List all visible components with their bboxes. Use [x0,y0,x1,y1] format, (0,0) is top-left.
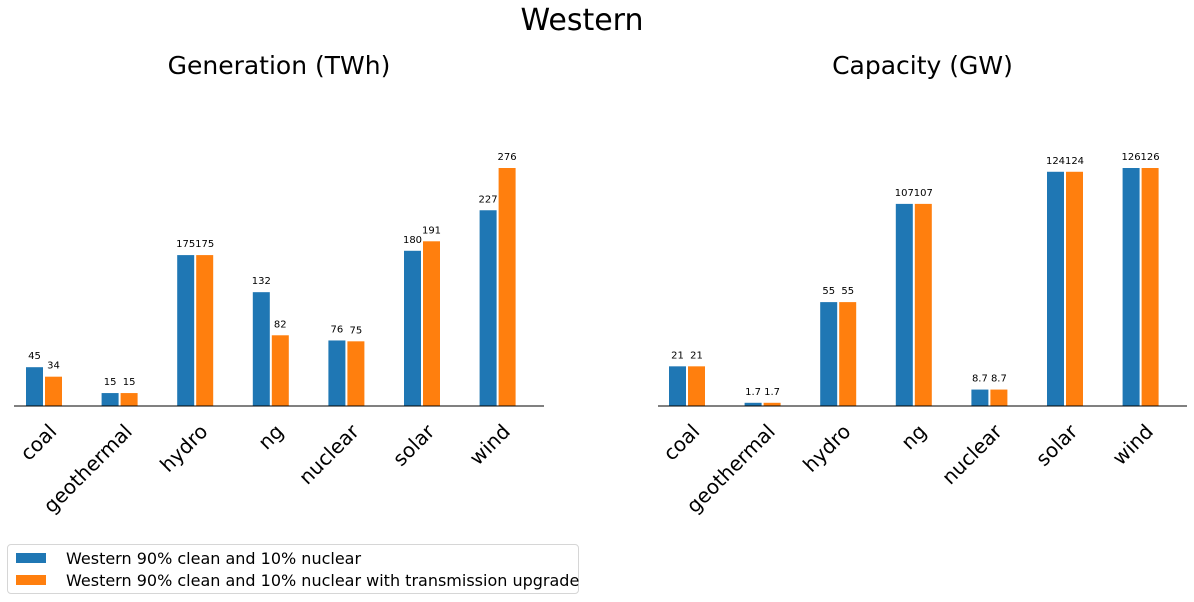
capacity-bar-solar-series-a [1047,171,1064,406]
capacity-bar-wind-series-b [1141,168,1159,406]
generation-value-label-geothermal-series-a: 15 [104,377,117,388]
generation-bar-hydro-series-a [177,255,195,406]
capacity-bar-ng-series-b [914,203,932,406]
generation-bar-geothermal-series-b [120,393,138,406]
legend-swatch-series-a [16,553,46,563]
generation-value-label-nuclear-series-a: 76 [331,324,344,335]
generation-value-label-solar-series-a: 180 [403,235,422,246]
capacity-value-label-geothermal-series-a: 1.7 [745,387,761,398]
capacity-bar-hydro-series-a [820,302,838,406]
generation-value-label-ng-series-a: 132 [252,276,271,287]
generation-tick-label-nuclear: nuclear [294,419,364,489]
generation-title: Generation (TWh) [168,51,391,80]
generation-bar-hydro-series-b [196,255,214,406]
generation-bar-nuclear-series-b [347,341,365,406]
capacity-value-label-hydro-series-a: 55 [822,286,835,297]
capacity-value-label-solar-series-b: 124 [1065,156,1084,167]
capacity-bar-coal-series-a [669,366,686,406]
generation-value-label-geothermal-series-b: 15 [123,377,136,388]
capacity-value-label-solar-series-a: 124 [1046,156,1065,167]
generation-value-label-wind-series-a: 227 [479,194,498,205]
capacity-tick-label-coal: coal [658,419,704,465]
generation-bar-wind-series-b [498,168,516,406]
legend-entry-series-b: Western 90% clean and 10% nuclear with t… [16,569,579,591]
capacity-bar-solar-series-b [1066,171,1083,406]
generation-value-label-solar-series-b: 191 [422,225,441,236]
capacity-value-label-wind-series-b: 126 [1141,152,1160,163]
capacity-bar-nuclear-series-a [971,389,989,406]
legend: Western 90% clean and 10% nuclear Wester… [7,544,579,594]
generation-bar-solar-series-b [423,241,440,406]
capacity-bar-wind-series-a [1122,168,1140,406]
generation-bar-solar-series-a [404,250,421,406]
capacity-value-label-nuclear-series-b: 8.7 [991,374,1007,385]
generation-value-label-coal-series-b: 34 [47,361,60,372]
capacity-value-label-coal-series-a: 21 [671,350,684,361]
generation-tick-label-ng: ng [253,419,288,454]
legend-entry-series-a: Western 90% clean and 10% nuclear [16,547,361,569]
generation-bar-geothermal-series-a [101,393,119,406]
capacity-bar-ng-series-a [895,203,913,406]
generation-tick-label-solar: solar [388,419,440,471]
legend-label-series-b: Western 90% clean and 10% nuclear with t… [66,570,580,590]
generation-bar-wind-series-a [479,210,497,406]
capacity-title: Capacity (GW) [832,51,1013,80]
generation-bar-coal-series-b [45,376,62,406]
capacity-bar-geothermal-series-b [763,402,781,406]
generation-bar-coal-series-a [26,367,43,406]
capacity-tick-label-solar: solar [1031,419,1083,471]
generation-bar-ng-series-a [252,292,270,406]
capacity-tick-label-nuclear: nuclear [937,419,1007,489]
generation-bar-ng-series-b [271,335,289,406]
generation-value-label-hydro-series-a: 175 [176,239,195,250]
capacity-tick-label-wind: wind [1107,419,1157,469]
capacity-tick-label-ng: ng [896,419,931,454]
figure-title: Western [520,3,643,38]
generation-value-label-coal-series-a: 45 [28,351,41,362]
capacity-value-label-nuclear-series-a: 8.7 [972,374,988,385]
capacity-value-label-ng-series-b: 107 [914,188,933,199]
capacity-value-label-coal-series-b: 21 [690,350,703,361]
generation-value-label-hydro-series-b: 175 [195,239,214,250]
generation-tick-label-hydro: hydro [155,419,212,476]
generation-value-label-nuclear-series-b: 75 [350,325,363,336]
legend-swatch-series-b [16,575,46,585]
generation-bar-nuclear-series-a [328,340,346,406]
legend-label-series-a: Western 90% clean and 10% nuclear [66,548,362,568]
generation-tick-label-coal: coal [15,419,61,465]
capacity-value-label-ng-series-a: 107 [895,188,914,199]
capacity-value-label-geothermal-series-b: 1.7 [764,387,780,398]
generation-value-label-ng-series-b: 82 [274,319,287,330]
generation-tick-label-wind: wind [464,419,514,469]
capacity-bar-coal-series-b [688,366,705,406]
capacity-value-label-wind-series-a: 126 [1122,152,1141,163]
generation-value-label-wind-series-b: 276 [498,152,517,163]
capacity-tick-label-hydro: hydro [798,419,855,476]
capacity-bar-hydro-series-b [839,302,857,406]
capacity-bar-geothermal-series-a [744,402,762,406]
capacity-value-label-hydro-series-b: 55 [841,286,854,297]
capacity-bar-nuclear-series-b [990,389,1008,406]
